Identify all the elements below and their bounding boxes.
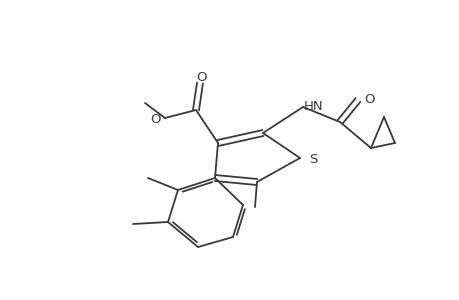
Text: O: O [150,112,161,125]
Text: O: O [363,92,374,106]
Text: O: O [196,70,207,83]
Text: HN: HN [303,100,323,112]
Text: S: S [308,152,317,166]
